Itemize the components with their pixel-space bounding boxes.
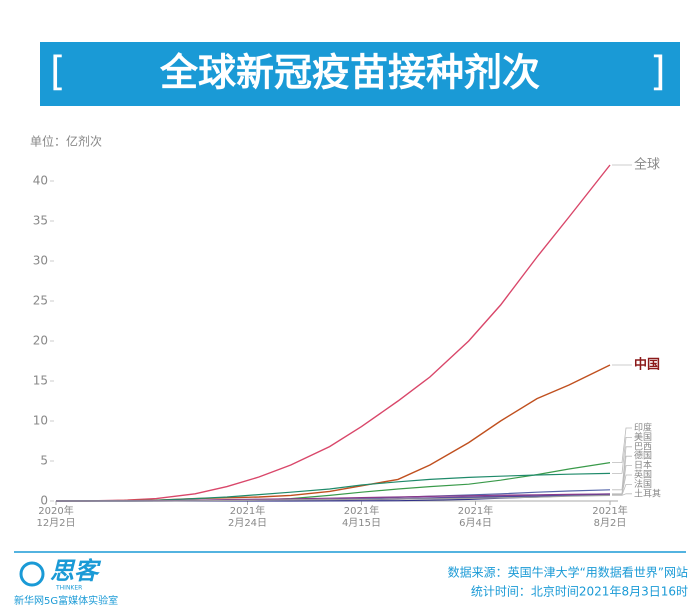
label-connector — [612, 427, 632, 464]
series-label: 土耳其 — [634, 487, 661, 499]
series-label: 德国 — [634, 450, 652, 462]
time: 统计时间：北京时间2021年8月3日16时 — [471, 585, 688, 599]
label-connector — [612, 455, 632, 495]
x-tick-label-line: 2020年 — [38, 504, 73, 517]
x-tick-label: 2021年 4月15日 — [342, 504, 381, 529]
y-tick-label: 5 — [40, 454, 48, 468]
x-tick-label-line: 6月4日 — [459, 517, 492, 529]
x-tick-label-line: 2021年 — [458, 504, 493, 517]
y-tick-label: 0 — [40, 494, 48, 508]
series-label: 日本 — [634, 459, 652, 471]
y-tick-label: 15 — [33, 374, 48, 388]
label-connector — [612, 493, 632, 496]
x-tick-label-line: 2021年 — [344, 504, 379, 517]
x-tick-label-line: 8月2日 — [594, 517, 627, 529]
series-label: 中国 — [634, 357, 660, 373]
chart-title: 全球新冠疫苗接种剂次 — [159, 51, 540, 95]
x-tick-label-line: 12月2日 — [36, 517, 75, 529]
logo-icon — [19, 561, 45, 587]
y-tick-label: 35 — [33, 214, 48, 228]
x-tick-label: 2020年 12月2日 — [36, 504, 75, 529]
series-line — [55, 164, 611, 502]
logo-sub: THINKER — [55, 585, 82, 592]
org: 新华网5G富媒体实验室 — [14, 594, 118, 607]
x-tick-label-line: 4月15日 — [342, 517, 381, 529]
bracket-left: [ — [50, 49, 66, 95]
y-tick-label: 30 — [33, 254, 48, 268]
series-label: 印度 — [634, 422, 652, 434]
x-tick-label-line: 2021年 — [592, 504, 627, 517]
source: 数据来源：英国牛津大学“用数据看世界”网站 — [448, 565, 688, 580]
label-connector — [612, 474, 632, 495]
x-tick-label: 2021年 6月4日 — [458, 504, 493, 529]
y-tick-label: 10 — [33, 414, 48, 428]
label-connector — [612, 436, 632, 474]
y-tick-label: 40 — [33, 174, 48, 188]
x-tick-label: 2021年 2月24日 — [228, 504, 267, 529]
unit-label: 单位：亿剂次 — [30, 134, 102, 149]
bracket-right: ] — [650, 49, 666, 95]
logo-text: 思客 — [50, 557, 102, 585]
x-tick-label-line: 2月24日 — [228, 517, 267, 529]
series-label: 全球 — [634, 157, 660, 173]
series-label: 英国 — [634, 469, 652, 481]
y-tick-label: 25 — [33, 294, 48, 308]
title-banner — [40, 42, 680, 106]
label-connector — [612, 446, 632, 491]
x-tick-label: 2021年 8月2日 — [592, 504, 627, 529]
series-label: 巴西 — [634, 441, 652, 452]
series-line — [56, 494, 611, 502]
series-label: 美国 — [634, 431, 652, 443]
series-label: 法国 — [634, 478, 652, 490]
y-tick-label: 20 — [33, 334, 48, 348]
x-tick-label-line: 2021年 — [230, 504, 265, 517]
series-line — [56, 364, 611, 502]
